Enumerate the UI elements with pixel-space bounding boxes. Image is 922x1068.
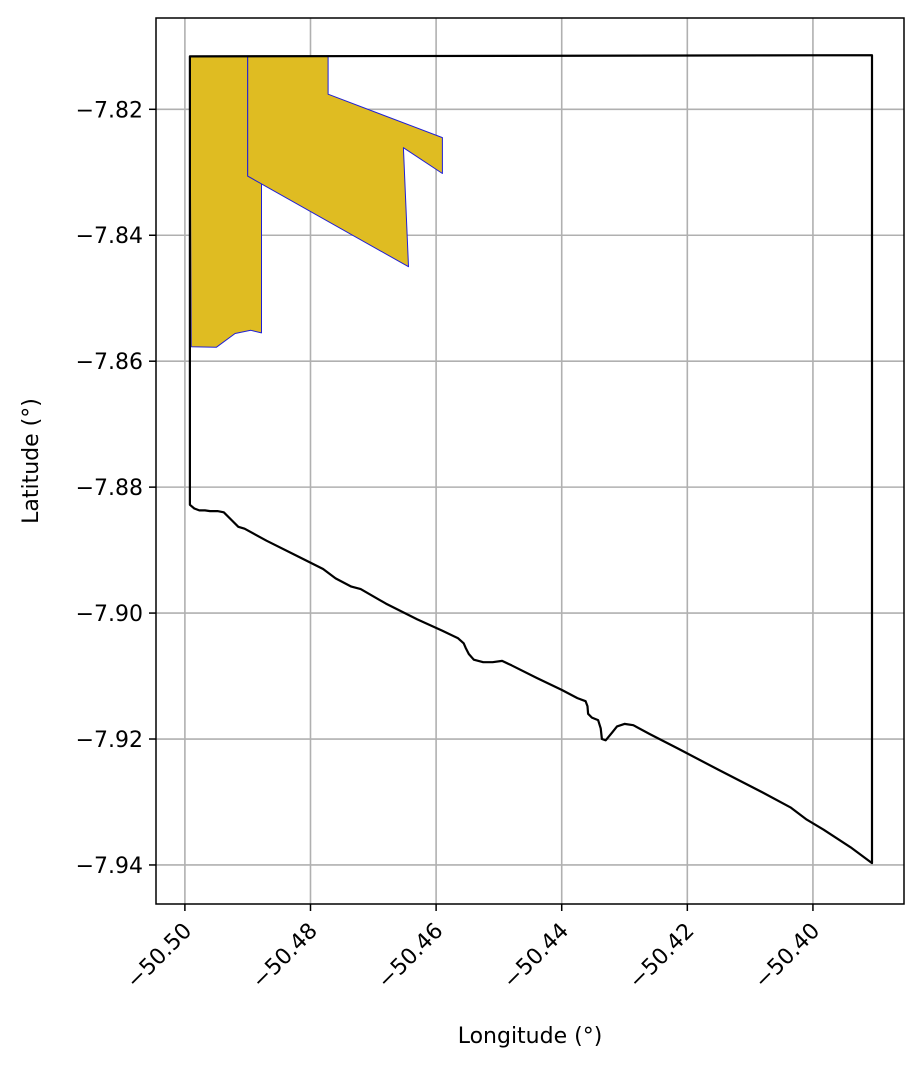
x-tick-label: −50.50	[122, 919, 197, 994]
x-axis-label: Longitude (°)	[458, 1024, 603, 1049]
map-layer	[188, 54, 874, 865]
shaded-area-polygon	[247, 55, 443, 268]
y-tick-label: −7.82	[76, 98, 143, 123]
y-tick-label: −7.92	[76, 728, 143, 753]
x-tick-label: −50.42	[624, 919, 699, 994]
y-tick-label: −7.94	[76, 854, 143, 879]
plot-frame	[155, 17, 905, 905]
axis-ticks: −50.50 −50.48 −50.46 −50.44 −50.42 −50.40 −7.8…	[76, 98, 826, 994]
x-tick-label: −50.44	[499, 919, 574, 994]
x-tick-label: −50.46	[373, 919, 448, 994]
y-tick-label: −7.86	[76, 350, 143, 375]
x-tick-label: −50.48	[247, 919, 322, 994]
y-axis-label: Latitude (°)	[19, 398, 44, 524]
x-tick-label: −50.40	[750, 919, 825, 994]
y-tick-label: −7.88	[76, 476, 143, 501]
y-tick-label: −7.90	[76, 602, 143, 627]
boundary-polygon	[188, 54, 874, 865]
y-tick-label: −7.84	[76, 224, 143, 249]
